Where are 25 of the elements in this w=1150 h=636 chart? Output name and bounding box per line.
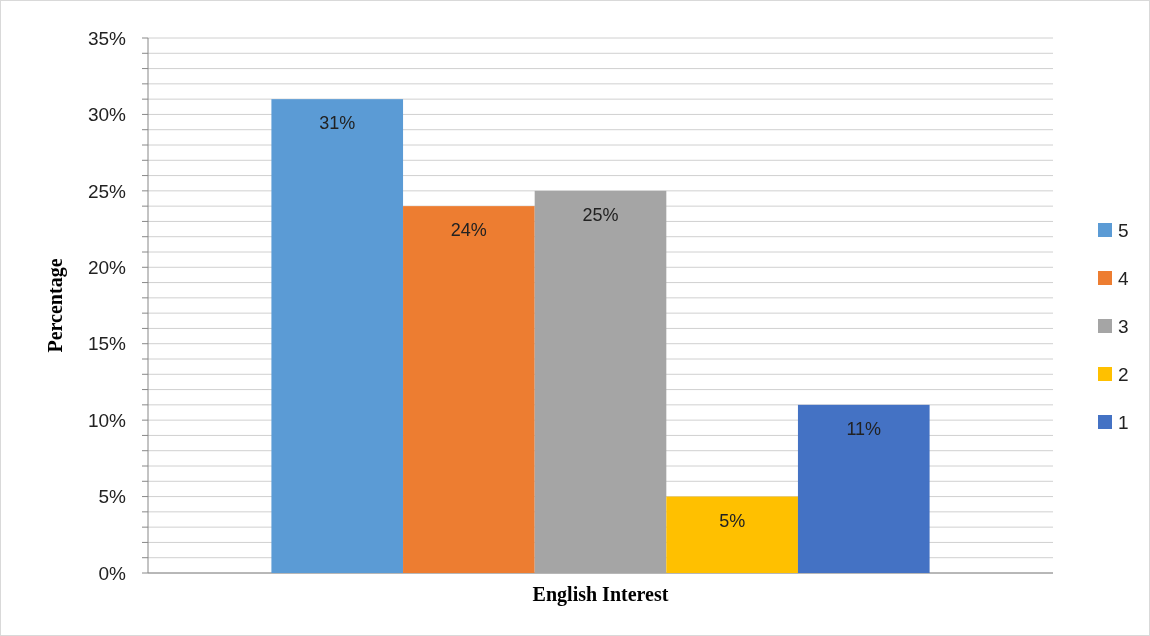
data-label: 24% (450, 220, 487, 241)
data-label: 11% (846, 418, 882, 439)
y-tick-label: 0% (98, 562, 127, 584)
bar (666, 496, 798, 573)
y-tick-label: 30% (87, 104, 127, 126)
y-tick-label: 20% (87, 256, 127, 278)
legend-label: 1 (1118, 411, 1129, 433)
bar (534, 190, 667, 573)
y-tick-label: 10% (87, 409, 127, 431)
bar (271, 99, 404, 573)
y-axis-title: Percentage (44, 258, 67, 353)
legend-label: 5 (1118, 219, 1129, 241)
data-label: 31% (319, 113, 356, 134)
x-tick-label: English Interest (532, 583, 669, 606)
y-tick-label: 15% (87, 333, 127, 355)
data-label: 25% (582, 204, 619, 225)
y-tick-label: 35% (87, 27, 127, 49)
bar (403, 206, 535, 573)
y-tick-label: 25% (87, 180, 127, 202)
legend-label: 2 (1118, 363, 1129, 385)
bar (797, 404, 930, 573)
data-label: 5% (719, 510, 746, 531)
legend-label: 3 (1118, 315, 1129, 337)
y-tick-label: 5% (98, 486, 127, 508)
legend-label: 4 (1118, 267, 1129, 289)
